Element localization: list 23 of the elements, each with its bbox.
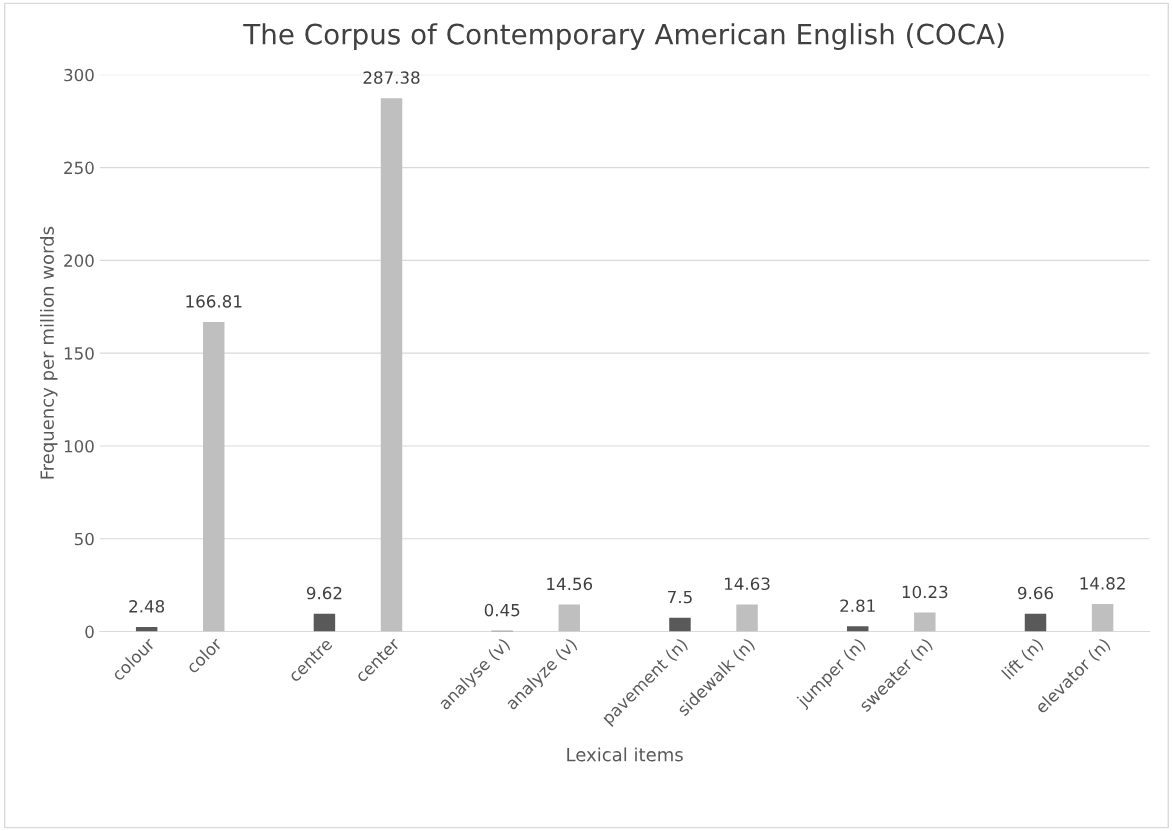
data-label: 14.63 bbox=[725, 577, 770, 591]
y-tick-label: 300 bbox=[64, 68, 94, 82]
data-label: 166.81 bbox=[186, 295, 242, 308]
y-tick-label: 200 bbox=[64, 254, 94, 267]
data-label: 9.62 bbox=[306, 586, 342, 600]
y-tick-label: 50 bbox=[74, 532, 94, 546]
data-label: 10.23 bbox=[902, 585, 948, 599]
x-tick-label: lift (n) bbox=[1001, 637, 1045, 682]
x-axis-title: Lexical items bbox=[567, 747, 683, 762]
data-label: 9.66 bbox=[1018, 586, 1054, 600]
y-tick-label: 150 bbox=[64, 347, 94, 360]
data-label: 2.81 bbox=[840, 599, 875, 612]
data-label: 7.5 bbox=[668, 590, 692, 604]
data-label: 2.48 bbox=[129, 600, 165, 613]
y-tick-label: 0 bbox=[85, 625, 94, 639]
data-label: 0.45 bbox=[484, 603, 520, 617]
y-tick-label: 250 bbox=[64, 161, 94, 175]
y-axis-title: Frequency per million words bbox=[40, 226, 58, 479]
data-label: 14.56 bbox=[547, 577, 593, 591]
y-tick-label: 100 bbox=[64, 439, 94, 453]
data-label: 287.38 bbox=[363, 71, 420, 84]
data-label: 14.82 bbox=[1080, 577, 1125, 590]
chart-title: The Corpus of Contemporary American English (COCA) bbox=[243, 23, 1004, 51]
